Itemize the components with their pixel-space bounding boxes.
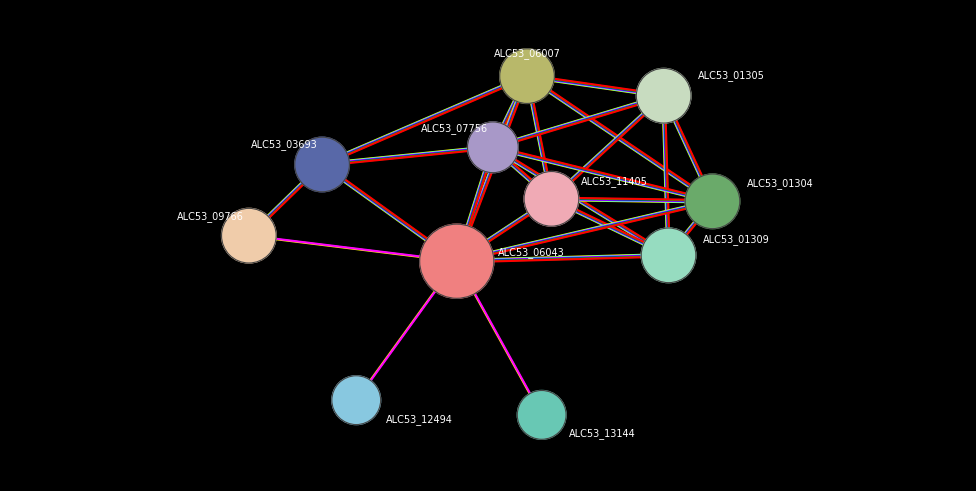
Circle shape	[500, 49, 554, 104]
Text: ALC53_03693: ALC53_03693	[251, 139, 317, 150]
Circle shape	[420, 224, 494, 299]
Text: ALC53_11405: ALC53_11405	[581, 176, 648, 187]
Text: ALC53_01304: ALC53_01304	[747, 178, 813, 189]
Text: ALC53_06043: ALC53_06043	[498, 247, 564, 258]
Text: ALC53_12494: ALC53_12494	[386, 414, 453, 425]
Circle shape	[636, 68, 691, 123]
Circle shape	[222, 208, 276, 263]
Circle shape	[641, 228, 696, 283]
Circle shape	[685, 174, 740, 229]
Text: ALC53_01305: ALC53_01305	[698, 70, 765, 81]
Circle shape	[468, 122, 518, 173]
Text: ALC53_13144: ALC53_13144	[569, 428, 635, 439]
Circle shape	[295, 137, 349, 192]
Text: ALC53_09766: ALC53_09766	[177, 212, 244, 222]
Circle shape	[332, 376, 381, 425]
Text: ALC53_01309: ALC53_01309	[703, 234, 769, 245]
Text: ALC53_07756: ALC53_07756	[421, 123, 488, 134]
Circle shape	[524, 171, 579, 226]
Text: ALC53_06007: ALC53_06007	[494, 49, 560, 59]
Circle shape	[517, 390, 566, 439]
